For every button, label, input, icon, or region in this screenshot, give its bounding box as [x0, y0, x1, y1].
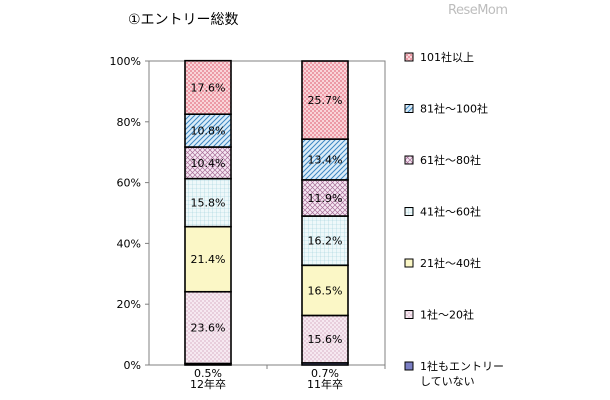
plot-area: 0% 20% 40% 60% 80% 100% 0.5% 23.6% 21.4% 15.8% 10.… [110, 55, 386, 391]
data-label: 16.2% [308, 235, 343, 248]
data-label: 23.6% [191, 322, 226, 335]
legend-swatch [404, 155, 414, 165]
legend-label: 1社もエントリー [420, 359, 504, 373]
data-label: 15.6% [308, 333, 343, 346]
legend-swatch [404, 258, 414, 268]
data-label: 16.5% [308, 284, 343, 297]
y-tick-label: 60% [117, 177, 141, 190]
y-tick-label: 100% [110, 55, 141, 68]
bar-segment [301, 215, 349, 267]
data-label: 25.7% [308, 94, 343, 107]
bar-segment [184, 177, 232, 228]
bar-segment [301, 264, 349, 317]
category-label: 11年卒 [307, 377, 343, 391]
bar-segment [184, 113, 232, 148]
legend-label: していない [420, 375, 475, 388]
y-tick-label: 80% [117, 116, 141, 129]
data-label: 10.8% [191, 125, 226, 138]
data-label: 0.7% [311, 367, 339, 380]
y-tick-label: 40% [117, 237, 141, 250]
legend-label: 81社～100社 [420, 102, 488, 116]
legend-swatch [404, 207, 414, 216]
legend-swatch [404, 310, 414, 319]
legend-label: 1社～20社 [420, 308, 474, 322]
category-label: 12年卒 [190, 377, 226, 391]
y-tick-label: 20% [117, 298, 141, 311]
legend-label: 41社～60社 [420, 205, 481, 219]
data-label: 15.8% [191, 197, 226, 210]
legend-label: 101社以上 [420, 50, 474, 64]
legend-swatch [404, 104, 414, 113]
bar-segment [184, 59, 232, 116]
y-tick-label: 0% [124, 359, 141, 372]
data-label: 11.9% [308, 192, 343, 205]
legend: 101社以上 81社～100社 61社～80社 41社～60社 21社～40社 1社～20… [404, 50, 504, 388]
legend-swatch [404, 52, 414, 62]
legend-label: 21社～40社 [420, 256, 481, 270]
data-label: 21.4% [191, 253, 226, 266]
legend-label: 61社～80社 [420, 153, 481, 167]
bar-segment [301, 179, 349, 217]
bar-segment [184, 225, 232, 293]
watermark-logo: ReseMom [448, 3, 508, 18]
legend-swatch [404, 361, 414, 371]
data-label: 10.4% [191, 157, 226, 170]
chart-title: ①エントリー総数 [128, 12, 239, 28]
bar-segment [301, 60, 349, 140]
data-label: 0.5% [194, 367, 222, 380]
data-label: 13.4% [308, 153, 343, 166]
data-label: 17.6% [191, 81, 226, 94]
